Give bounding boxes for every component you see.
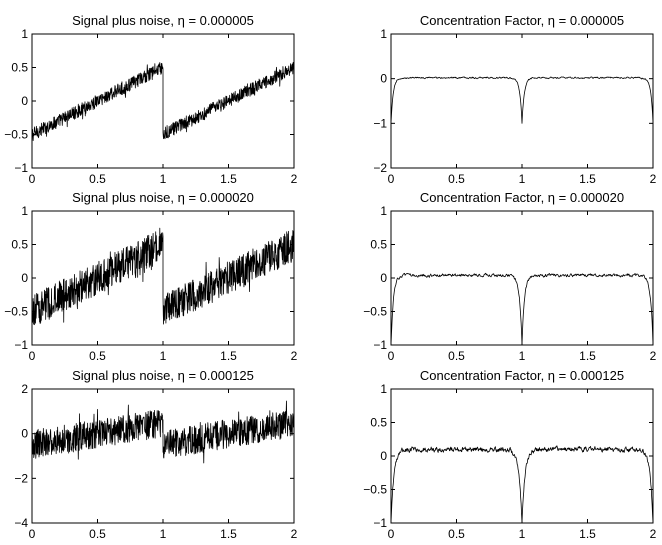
y-tick-label: 1 bbox=[380, 204, 387, 218]
panel-concentration-eta-000125: Concentration Factor, η = 0.000125 0 0.5 1… bbox=[363, 368, 656, 541]
x-tick-label: 2 bbox=[291, 527, 298, 541]
y-tick-label: 0 bbox=[380, 449, 387, 463]
y-tick-label: 0 bbox=[21, 94, 28, 108]
x-tick-label: 0 bbox=[388, 172, 395, 186]
x-tick-label: 1 bbox=[519, 172, 526, 186]
x-tick-label: 0 bbox=[388, 527, 395, 541]
x-tick-label: 1.5 bbox=[220, 527, 237, 541]
x-tick-label: 1 bbox=[160, 349, 167, 363]
y-tick-label: 1 bbox=[380, 27, 387, 41]
x-tick-label: 1 bbox=[519, 527, 526, 541]
panel-signal-eta-000005: Signal plus noise, η = 0.000005 0 0.5 1 1.5… bbox=[4, 13, 297, 186]
panel-title: Concentration Factor, η = 0.000020 bbox=[420, 190, 624, 205]
y-tick-label: 1 bbox=[21, 204, 28, 218]
x-tick-label: 0 bbox=[29, 172, 36, 186]
y-tick-label: −2 bbox=[14, 471, 28, 485]
y-tick-label: −1 bbox=[373, 338, 387, 352]
x-tick-label: 0.5 bbox=[448, 527, 465, 541]
x-tick-label: 1.5 bbox=[579, 349, 596, 363]
y-tick-label: 0 bbox=[380, 271, 387, 285]
x-tick-label: 0.5 bbox=[89, 527, 106, 541]
panel-title: Signal plus noise, η = 0.000125 bbox=[72, 368, 254, 383]
y-tick-label: −1 bbox=[373, 516, 387, 530]
y-tick-label: 0.5 bbox=[370, 238, 387, 252]
panel-concentration-eta-000005: Concentration Factor, η = 0.000005 0 0.5 1… bbox=[373, 13, 656, 186]
y-tick-label: 0 bbox=[21, 271, 28, 285]
y-tick-label: −0.5 bbox=[4, 305, 28, 319]
x-tick-label: 0.5 bbox=[89, 349, 106, 363]
x-tick-label: 2 bbox=[650, 349, 657, 363]
x-tick-label: 1 bbox=[160, 172, 167, 186]
y-tick-label: 0 bbox=[380, 72, 387, 86]
panel-title: Concentration Factor, η = 0.000005 bbox=[420, 13, 624, 28]
panel-concentration-eta-000020: Concentration Factor, η = 0.000020 0 0.5 1… bbox=[363, 190, 656, 363]
y-tick-label: 1 bbox=[21, 27, 28, 41]
series-line bbox=[32, 227, 294, 326]
panel-signal-eta-000020: Signal plus noise, η = 0.000020 0 0.5 1 1.5… bbox=[4, 190, 297, 363]
y-tick-label: 0 bbox=[21, 427, 28, 441]
y-tick-label: −4 bbox=[14, 516, 28, 530]
x-tick-label: 1 bbox=[519, 349, 526, 363]
y-tick-label: 0.5 bbox=[11, 238, 28, 252]
x-tick-label: 1.5 bbox=[579, 527, 596, 541]
y-tick-label: 0.5 bbox=[370, 416, 387, 430]
y-tick-label: −1 bbox=[373, 116, 387, 130]
x-tick-label: 0.5 bbox=[89, 172, 106, 186]
panel-title: Concentration Factor, η = 0.000125 bbox=[420, 368, 624, 383]
series-line bbox=[32, 400, 294, 464]
x-tick-label: 1.5 bbox=[220, 349, 237, 363]
series-line bbox=[32, 61, 294, 141]
panel-title: Signal plus noise, η = 0.000005 bbox=[72, 13, 254, 28]
x-tick-label: 0.5 bbox=[448, 349, 465, 363]
y-tick-label: −0.5 bbox=[4, 128, 28, 142]
axes-frame bbox=[390, 210, 654, 346]
axes-frame bbox=[390, 388, 654, 524]
x-tick-label: 0.5 bbox=[448, 172, 465, 186]
y-tick-label: −2 bbox=[373, 161, 387, 175]
panel-title: Signal plus noise, η = 0.000020 bbox=[72, 190, 254, 205]
x-tick-label: 0 bbox=[388, 349, 395, 363]
x-tick-label: 2 bbox=[291, 172, 298, 186]
x-tick-label: 1 bbox=[160, 527, 167, 541]
x-tick-label: 0 bbox=[29, 527, 36, 541]
axes-frame bbox=[31, 33, 295, 169]
y-tick-label: −1 bbox=[14, 161, 28, 175]
axes-frame bbox=[390, 33, 654, 169]
x-tick-label: 2 bbox=[291, 349, 298, 363]
panel-signal-eta-000125: Signal plus noise, η = 0.000125 0 0.5 1 1.5… bbox=[14, 368, 297, 541]
x-tick-label: 2 bbox=[650, 527, 657, 541]
series-line bbox=[391, 76, 653, 124]
x-tick-label: 0 bbox=[29, 349, 36, 363]
axes-frame bbox=[31, 388, 295, 524]
y-tick-label: 2 bbox=[21, 382, 28, 396]
y-tick-label: 1 bbox=[380, 382, 387, 396]
y-tick-label: −0.5 bbox=[363, 483, 387, 497]
x-tick-label: 1.5 bbox=[220, 172, 237, 186]
x-tick-label: 1.5 bbox=[579, 172, 596, 186]
y-tick-label: 0.5 bbox=[11, 61, 28, 75]
axes-frame bbox=[31, 210, 295, 346]
x-tick-label: 2 bbox=[650, 172, 657, 186]
y-tick-label: −1 bbox=[14, 338, 28, 352]
y-tick-label: −0.5 bbox=[363, 305, 387, 319]
